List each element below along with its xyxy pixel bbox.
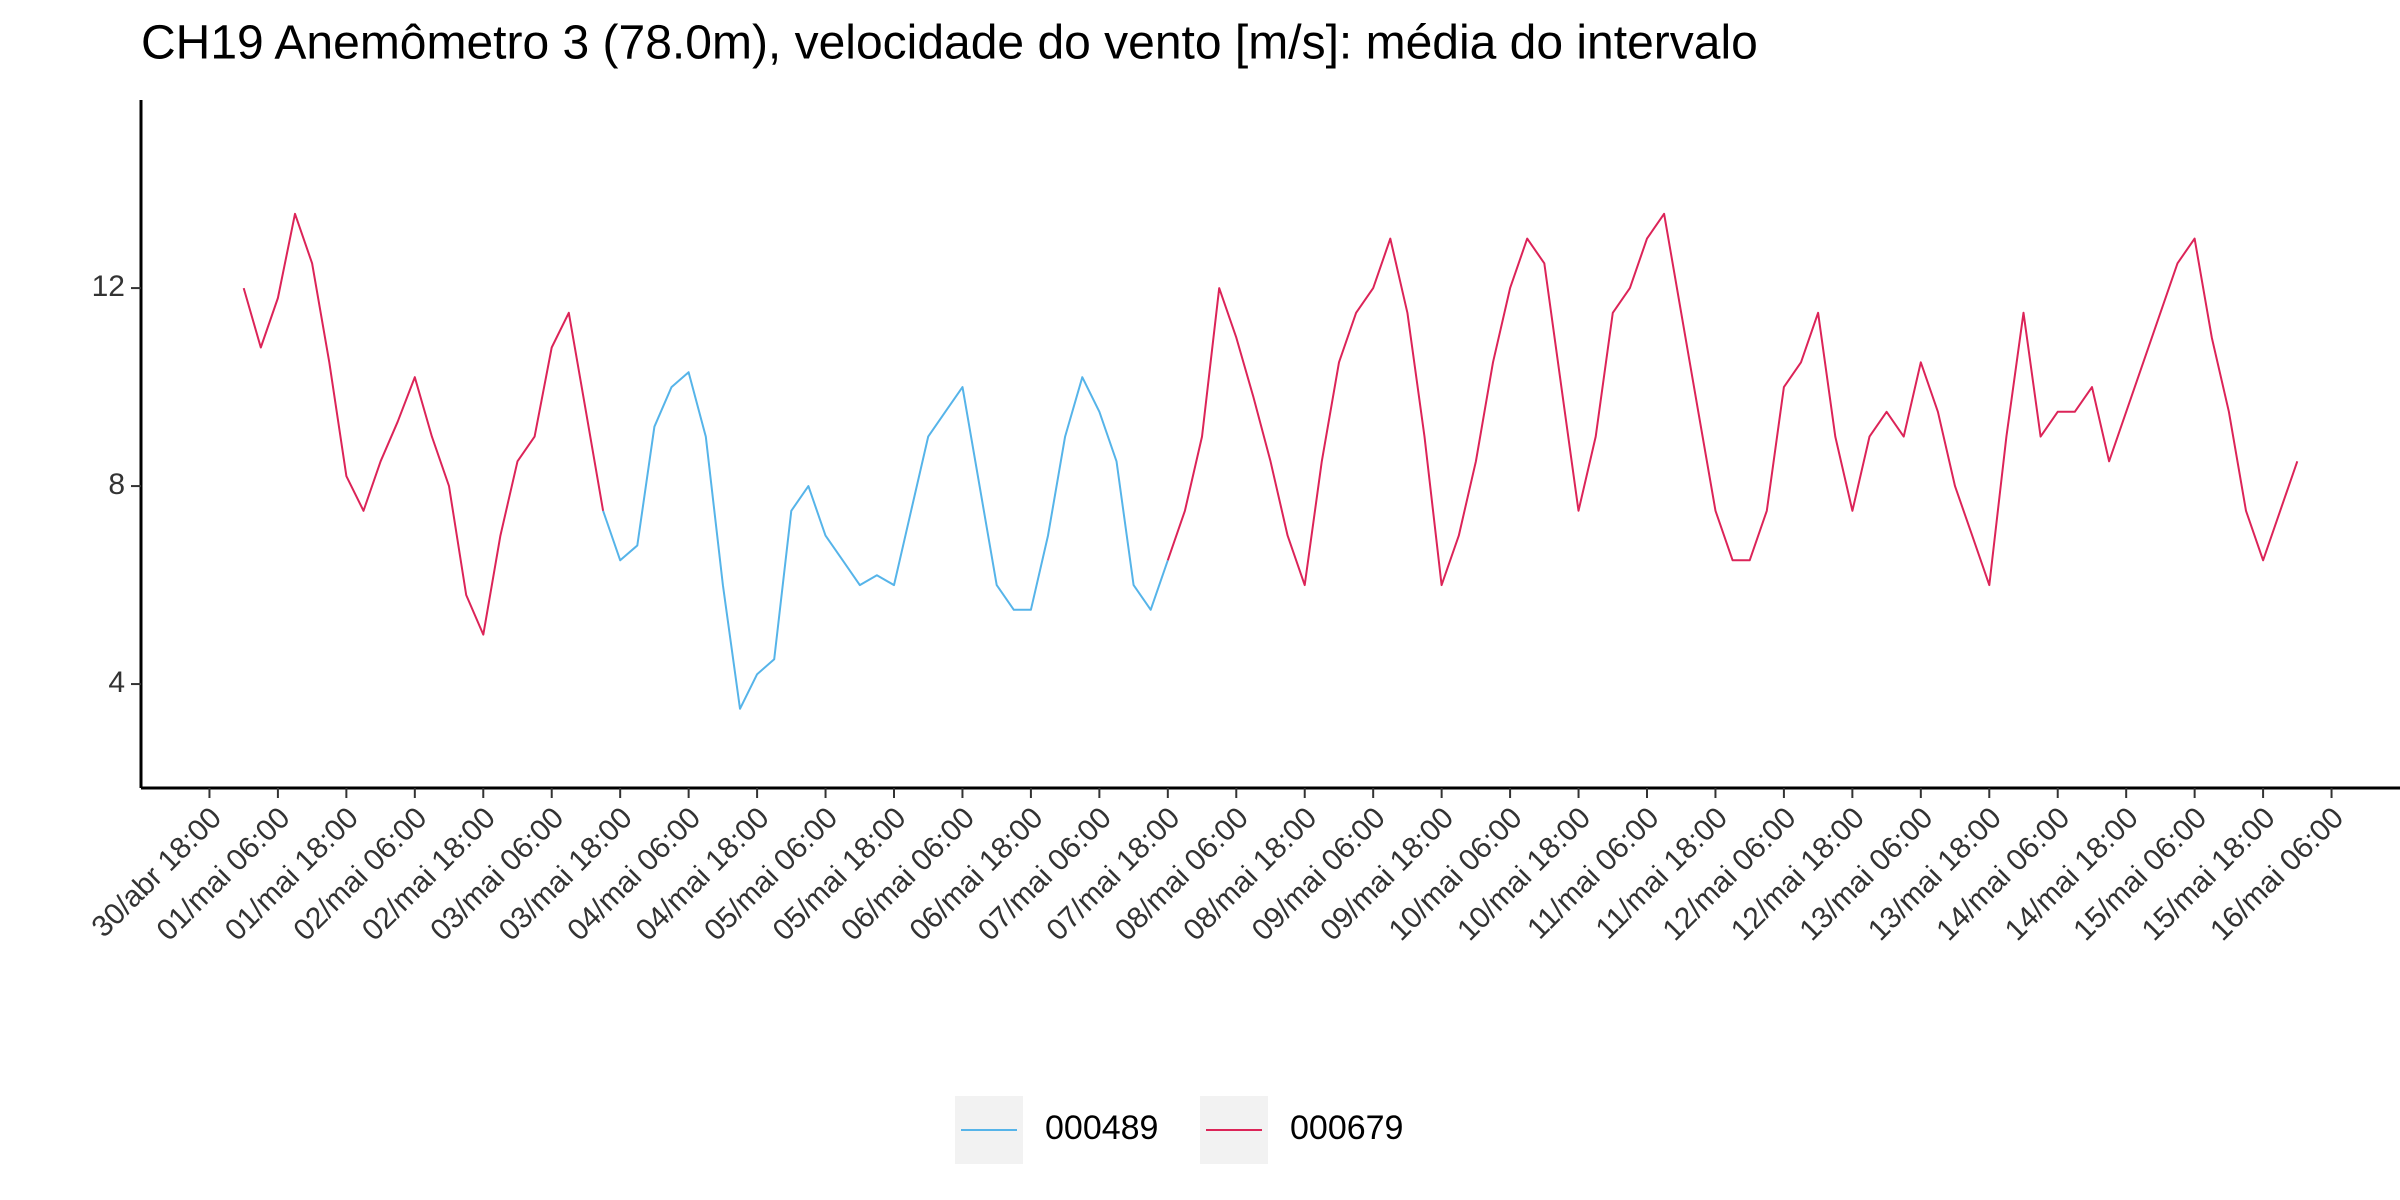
legend-label: 000679 xyxy=(1290,1109,1403,1147)
y-tick-label: 8 xyxy=(108,468,125,501)
y-tick-label: 4 xyxy=(108,666,125,699)
data-line xyxy=(242,212,2299,636)
chart-title: CH19 Anemômetro 3 (78.0m), velocidade do… xyxy=(141,17,1758,70)
y-tick-label: 12 xyxy=(92,270,125,303)
legend-label: 000489 xyxy=(1045,1109,1158,1147)
data-line xyxy=(602,371,1169,710)
